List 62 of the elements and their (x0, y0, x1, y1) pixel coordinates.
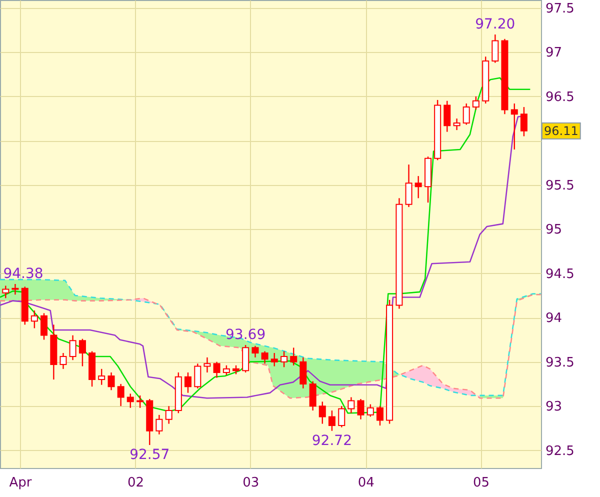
y-tick-label: 95 (546, 222, 562, 238)
candlestick (318, 401, 326, 424)
candlestick (348, 396, 355, 414)
candlestick (444, 100, 451, 132)
candlestick (357, 398, 364, 420)
x-tick-label: 05 (472, 476, 490, 490)
candlestick (98, 368, 106, 386)
candlestick (472, 96, 480, 110)
annotation: 93.69 (226, 327, 266, 344)
x-tick-label: 02 (127, 476, 144, 490)
candlestick (453, 118, 460, 131)
candlestick (213, 361, 220, 378)
y-tick-label: 96.5 (546, 90, 574, 105)
candlestick (510, 102, 518, 150)
candlestick (222, 364, 230, 376)
candlestick (184, 372, 192, 394)
annotation: 97.20 (475, 16, 516, 33)
candlestick (165, 405, 172, 424)
candlestick (462, 102, 470, 126)
candlestick (60, 352, 67, 370)
candlestick (108, 372, 115, 391)
annotation: 94.38 (3, 266, 44, 282)
candlestick (328, 410, 336, 432)
y-tick-label: 93.5 (546, 355, 574, 370)
y-tick-label: 95.5 (546, 178, 574, 194)
candlestick (252, 345, 259, 358)
candlestick (12, 283, 19, 296)
candlestick (405, 164, 412, 208)
candlestick (194, 363, 202, 389)
candlestick (156, 414, 163, 435)
candlestick (261, 350, 268, 364)
annotation: 92.72 (312, 432, 352, 449)
y-tick-label: 92.5 (546, 444, 574, 459)
candlestick (280, 350, 288, 368)
candlestick (376, 405, 384, 426)
candlestick (309, 380, 316, 412)
candlestick (366, 404, 374, 418)
candlestick (117, 383, 124, 407)
candlestick (40, 312, 48, 340)
candlestick (492, 34, 499, 64)
candlestick (69, 334, 76, 361)
candlestick (300, 356, 307, 389)
x-tick-label: 03 (242, 476, 260, 490)
candlestick (2, 285, 10, 299)
candlestick (204, 356, 211, 374)
candlestick (78, 338, 86, 367)
candlestick (338, 405, 346, 428)
y-tick-label: 97.5 (546, 1, 574, 16)
x-tick-label: Apr (9, 476, 32, 490)
candlestick (270, 352, 278, 367)
candlestick (30, 310, 38, 329)
annotation: 92.57 (130, 447, 170, 463)
candlestick (414, 175, 422, 199)
y-tick-label: 93 (546, 400, 562, 415)
y-tick-label: 94.5 (546, 266, 574, 282)
y-tick-label: 97 (546, 46, 562, 61)
y-tick-label: 94 (546, 311, 562, 326)
candlestick (126, 393, 134, 408)
candlestick (290, 347, 298, 366)
candlestick (520, 106, 528, 137)
x-tick-label: 04 (358, 476, 374, 490)
candlestick (242, 344, 250, 374)
